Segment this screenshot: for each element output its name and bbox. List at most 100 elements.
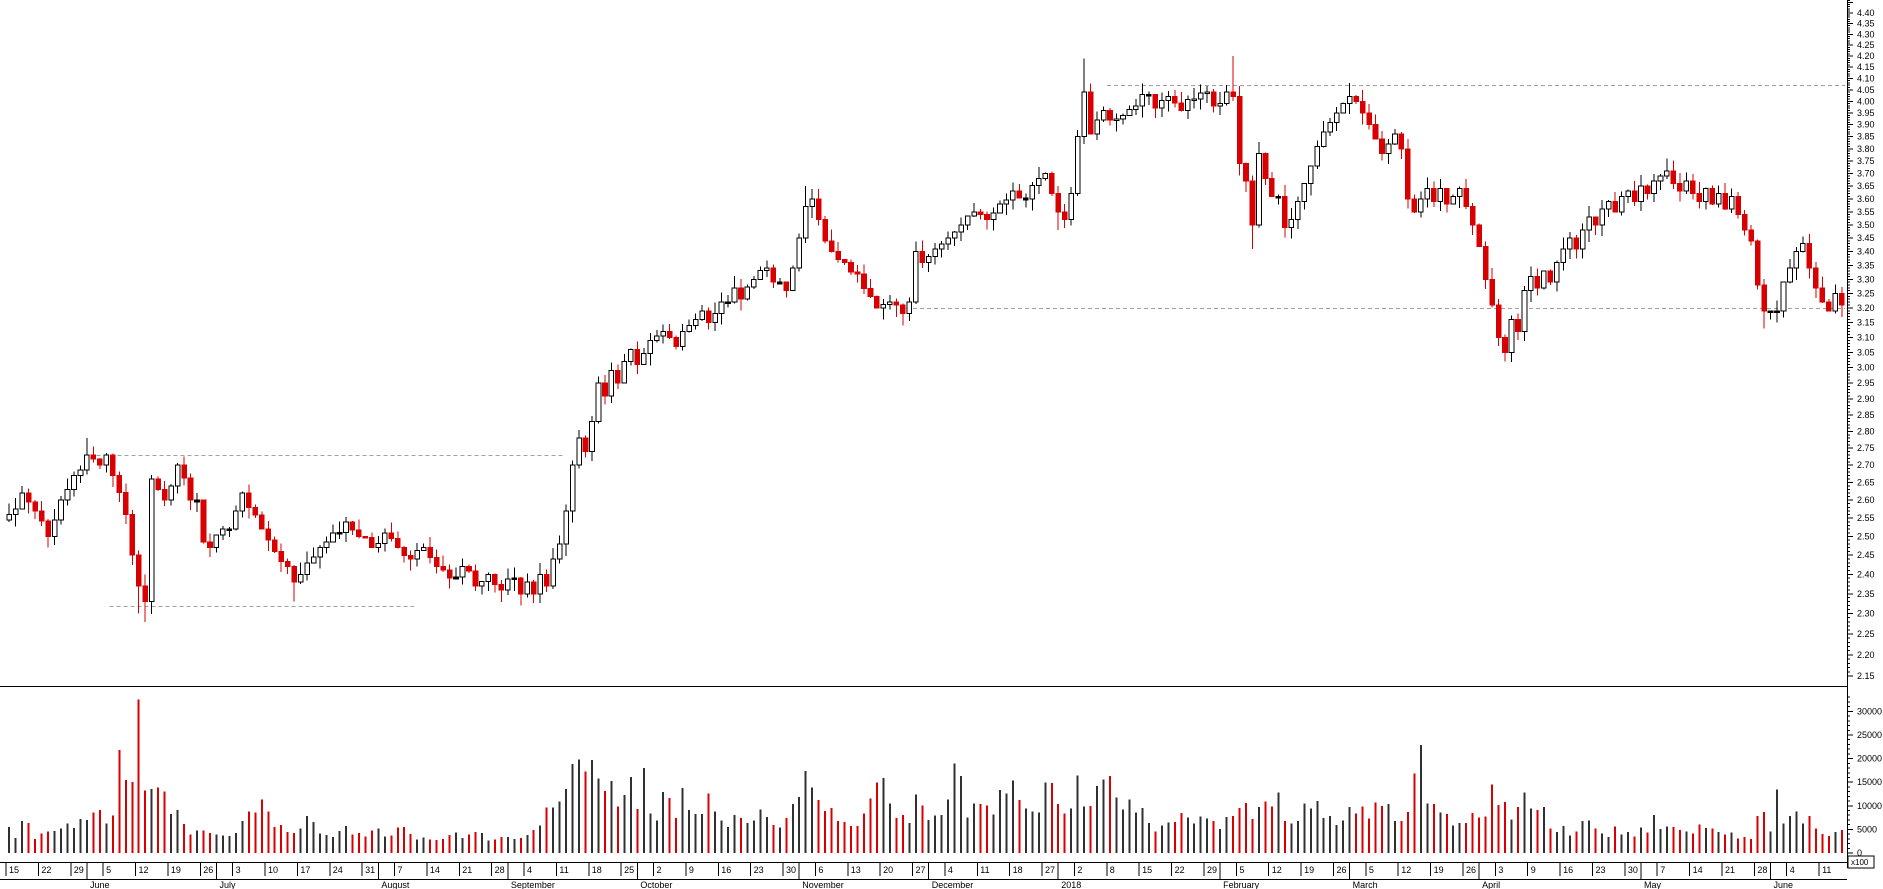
week-day-label: 26 (1466, 865, 1476, 875)
week-day-label: 27 (916, 865, 926, 875)
month-label: April (1482, 880, 1500, 889)
week-day-label: 12 (139, 865, 149, 875)
price-tick-label: 2.45 (1857, 550, 1875, 560)
week-day-label: 16 (721, 865, 731, 875)
price-tick-label: 4.05 (1857, 85, 1875, 95)
price-tick-label: 3.75 (1857, 156, 1875, 166)
price-tick-label: 3.95 (1857, 108, 1875, 118)
week-day-label: 30 (786, 865, 796, 875)
price-tick-label: 2.60 (1857, 495, 1875, 505)
week-day-label: 7 (1660, 865, 1665, 875)
volume-unit-box (1847, 855, 1875, 869)
week-day-label: 12 (1272, 865, 1282, 875)
week-day-label: 20 (883, 865, 893, 875)
week-day-label: 4 (527, 865, 532, 875)
volume-tick-label: 15000 (1857, 777, 1882, 787)
week-day-label: 23 (754, 865, 764, 875)
week-day-label: 18 (1013, 865, 1023, 875)
week-day-label: 10 (268, 865, 278, 875)
price-tick-label: 3.55 (1857, 207, 1875, 217)
month-label: June (1774, 880, 1794, 889)
price-tick-label: 3.40 (1857, 247, 1875, 257)
week-day-label: 19 (171, 865, 181, 875)
week-day-label: 29 (1207, 865, 1217, 875)
week-day-label: 14 (1693, 865, 1703, 875)
price-tick-label: 3.85 (1857, 132, 1875, 142)
week-day-label: 3 (1498, 865, 1503, 875)
week-day-label: 11 (980, 865, 989, 875)
week-day-label: 11 (1822, 865, 1831, 875)
week-day-label: 16 (1563, 865, 1573, 875)
week-day-label: 8 (1110, 865, 1115, 875)
week-day-label: 15 (9, 865, 19, 875)
price-tick-label: 3.80 (1857, 144, 1875, 154)
price-tick-label: 3.10 (1857, 332, 1875, 342)
price-tick-label: 3.15 (1857, 317, 1875, 327)
month-label: August (381, 880, 410, 889)
price-tick-label: 4.40 (1857, 8, 1875, 18)
price-tick-label: 2.70 (1857, 460, 1875, 470)
week-day-label: 9 (689, 865, 694, 875)
month-label: December (932, 880, 974, 889)
price-tick-label: 4.15 (1857, 62, 1875, 72)
price-candles (6, 56, 1845, 622)
month-label: March (1353, 880, 1378, 889)
price-tick-label: 2.80 (1857, 427, 1875, 437)
price-tick-label: 2.30 (1857, 609, 1875, 619)
price-tick-label: 3.00 (1857, 363, 1875, 373)
week-day-label: 26 (1336, 865, 1346, 875)
week-day-label: 7 (398, 865, 403, 875)
week-day-label: 2 (657, 865, 662, 875)
week-day-label: 5 (1239, 865, 1244, 875)
volume-tick-label: 25000 (1857, 730, 1882, 740)
volume-tick-label: 30000 (1857, 706, 1882, 716)
price-tick-label: 3.25 (1857, 289, 1875, 299)
week-day-label: 4 (948, 865, 953, 875)
price-axis: 4.404.354.304.254.204.154.10 4.054.00 3.95… (1847, 0, 1875, 681)
price-tick-label: 3.60 (1857, 194, 1875, 204)
volume-unit-label: x100 (1851, 858, 1869, 867)
week-day-label: 14 (430, 865, 440, 875)
week-day-label: 5 (106, 865, 111, 875)
price-tick-label: 2.55 (1857, 513, 1875, 523)
price-tick-label: 3.35 (1857, 260, 1875, 270)
month-label: February (1223, 880, 1260, 889)
week-day-label: 23 (1595, 865, 1605, 875)
volume-tick-label: 5000 (1857, 824, 1877, 834)
price-tick-label: 2.75 (1857, 443, 1875, 453)
price-tick-label: 2.65 (1857, 478, 1875, 488)
volume-tick-label: 20000 (1857, 754, 1882, 764)
week-day-label: 3 (236, 865, 241, 875)
price-tick-label: 2.95 (1857, 378, 1875, 388)
price-tick-label: 3.30 (1857, 274, 1875, 284)
week-day-label: 21 (462, 865, 472, 875)
price-tick-label: 4.35 (1857, 19, 1875, 29)
price-tick-label: 3.45 (1857, 233, 1875, 243)
week-day-label: 6 (818, 865, 823, 875)
week-day-label: 21 (1725, 865, 1735, 875)
volume-tick-label: 10000 (1857, 801, 1882, 811)
week-day-label: 11 (559, 865, 568, 875)
volume-tick-label: 0 (1857, 848, 1862, 858)
month-label: July (219, 880, 236, 889)
week-day-label: 5 (1369, 865, 1374, 875)
price-tick-label: 4.10 (1857, 73, 1875, 83)
support-resistance-lines (96, 85, 1845, 607)
volume-bars (8, 699, 1843, 853)
week-day-label: 19 (1434, 865, 1444, 875)
week-day-label: 19 (1304, 865, 1314, 875)
price-tick-label: 3.70 (1857, 168, 1875, 178)
price-tick-label: 4.20 (1857, 51, 1875, 61)
month-label: September (511, 880, 555, 889)
week-day-label: 28 (1757, 865, 1767, 875)
week-day-label: 17 (300, 865, 310, 875)
week-day-label: 22 (1175, 865, 1185, 875)
week-day-label: 31 (365, 865, 375, 875)
price-tick-label: 2.20 (1857, 650, 1875, 660)
price-tick-label: 2.90 (1857, 394, 1875, 404)
price-tick-label: 3.90 (1857, 120, 1875, 130)
